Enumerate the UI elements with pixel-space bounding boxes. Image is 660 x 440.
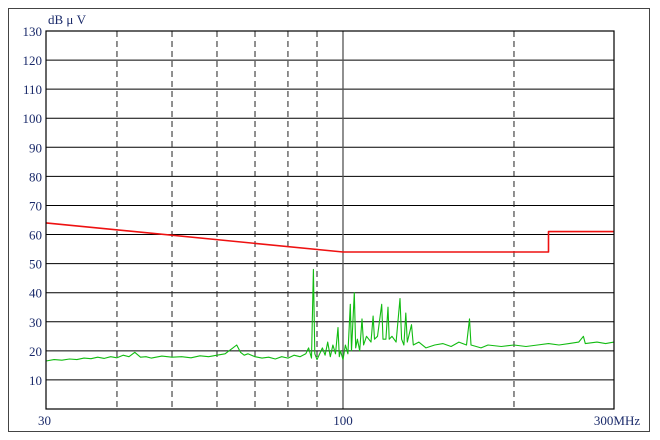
y-tick-label: 120 <box>23 53 43 68</box>
measurement-trace <box>45 268 615 362</box>
plot-area-border <box>45 30 615 410</box>
y-tick-label: 110 <box>23 82 42 97</box>
y-axis-unit-label: dB μ V <box>48 12 87 27</box>
limit-line <box>45 222 614 253</box>
x-tick-label: 100 <box>333 413 353 428</box>
y-tick-label: 70 <box>29 198 42 213</box>
y-tick-label: 20 <box>29 344 42 359</box>
y-tick-label: 90 <box>29 140 42 155</box>
chart-frame <box>8 8 650 432</box>
y-tick-label: 40 <box>29 286 42 301</box>
y-tick-label: 30 <box>29 315 42 330</box>
x-tick-label: 300MHz <box>594 413 640 428</box>
y-tick-label: 100 <box>23 111 43 126</box>
y-tick-label: 10 <box>29 373 42 388</box>
y-tick-label: 80 <box>29 169 42 184</box>
y-tick-label: 130 <box>23 24 43 39</box>
y-tick-label: 60 <box>29 228 42 243</box>
x-tick-label: 30 <box>38 413 51 428</box>
y-tick-label: 50 <box>29 257 42 272</box>
